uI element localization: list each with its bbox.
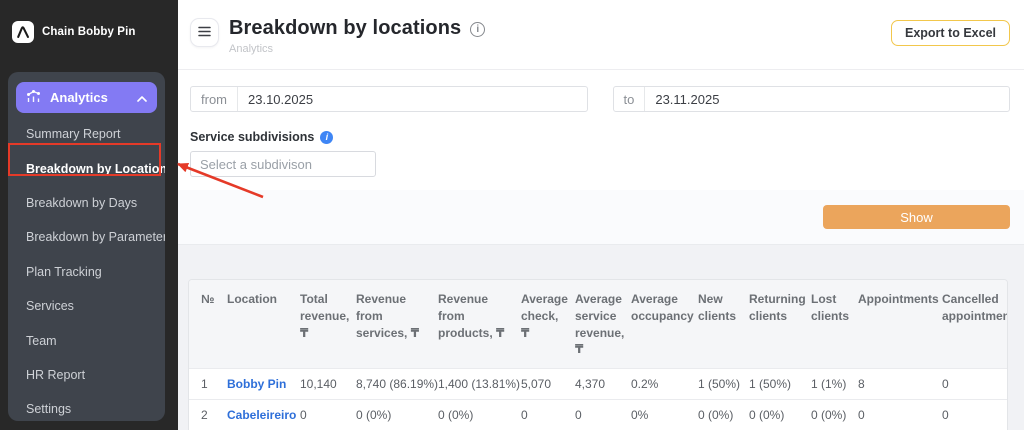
cell: 1,400 (13.81%) — [430, 369, 513, 400]
cell: 0 — [934, 369, 1007, 400]
cell: 0 (0%) — [690, 400, 741, 430]
cell: 8,740 (86.19%) — [348, 369, 430, 400]
sidebar-item-plan-tracking[interactable]: Plan Tracking — [8, 255, 165, 289]
col-cancelled-appointments: Cancelled appointments — [934, 280, 1007, 369]
cell: 0 — [513, 400, 567, 430]
sidebar-item-summary-report[interactable]: Summary Report — [8, 117, 165, 151]
col-revenue-services: Revenue from services, ₸ — [348, 280, 430, 369]
show-section: Show — [178, 190, 1024, 245]
cell: 8 — [850, 369, 934, 400]
brand[interactable]: Chain Bobby Pin — [0, 0, 178, 43]
cell: 0 — [934, 400, 1007, 430]
bobby-pin-logo-icon — [12, 21, 34, 43]
hamburger-icon — [198, 25, 211, 40]
sidebar: Chain Bobby Pin Analytics — [0, 0, 178, 430]
col-revenue-products: Revenue from products, ₸ — [430, 280, 513, 369]
row-number: 1 — [189, 369, 219, 400]
cell: 1 (1%) — [803, 369, 850, 400]
main-content: Breakdown by locations i Analytics Expor… — [178, 0, 1024, 430]
table-row: 2 Cabeleireiro 0 0 (0%) 0 (0%) 0 0 0% 0 … — [189, 400, 1007, 430]
table-header-row: № Location Total revenue, ₸ Revenue from… — [189, 280, 1007, 369]
date-from-label: from — [191, 92, 237, 107]
date-to-input[interactable] — [645, 92, 1009, 107]
cell: 5,070 — [513, 369, 567, 400]
table-section: № Location Total revenue, ₸ Revenue from… — [178, 245, 1024, 430]
info-icon[interactable]: i — [470, 22, 485, 37]
cell: 0 — [567, 400, 623, 430]
location-link[interactable]: Cabeleireiro — [219, 400, 292, 430]
hamburger-menu-button[interactable] — [190, 18, 219, 47]
col-appointments: Appointments — [850, 280, 934, 369]
cell: 1 (50%) — [690, 369, 741, 400]
chevron-up-icon — [137, 90, 147, 105]
show-button[interactable]: Show — [823, 205, 1010, 229]
service-subdivisions-label: Service subdivisions — [190, 130, 314, 144]
row-number: 2 — [189, 400, 219, 430]
analytics-chart-icon — [26, 89, 42, 107]
col-average-check: Average check, ₸ — [513, 280, 567, 369]
sidebar-parent-label: Analytics — [50, 90, 108, 105]
col-location: Location — [219, 280, 292, 369]
col-new-clients: New clients — [690, 280, 741, 369]
cell: 0 (0%) — [348, 400, 430, 430]
filter-section: from to Service subdivisions i Select a … — [178, 70, 1024, 190]
subdivision-select[interactable]: Select a subdivison — [190, 151, 376, 177]
sidebar-item-team[interactable]: Team — [8, 323, 165, 357]
location-link[interactable]: Bobby Pin — [219, 369, 292, 400]
cell: 0 — [850, 400, 934, 430]
cell: 1 (50%) — [741, 369, 803, 400]
cell: 0 (0%) — [430, 400, 513, 430]
cell: 0% — [623, 400, 690, 430]
sidebar-menu-panel: Analytics Summary Report Breakdown by Lo… — [8, 72, 165, 421]
sidebar-item-breakdown-by-days[interactable]: Breakdown by Days — [8, 186, 165, 220]
cell: 10,140 — [292, 369, 348, 400]
info-icon-blue[interactable]: i — [320, 131, 333, 144]
sidebar-item-settings[interactable]: Settings — [8, 392, 165, 421]
sidebar-item-services[interactable]: Services — [8, 289, 165, 323]
cell: 0.2% — [623, 369, 690, 400]
col-number: № — [189, 280, 219, 369]
date-to-label: to — [614, 92, 645, 107]
locations-table: № Location Total revenue, ₸ Revenue from… — [189, 280, 1007, 430]
cell: 0 — [292, 400, 348, 430]
cell: 4,370 — [567, 369, 623, 400]
col-returning-clients: Returning clients — [741, 280, 803, 369]
sidebar-item-analytics[interactable]: Analytics — [16, 82, 157, 113]
export-to-excel-button[interactable]: Export to Excel — [891, 20, 1010, 46]
date-to-field[interactable]: to — [613, 86, 1011, 112]
breadcrumb: Analytics — [229, 43, 485, 55]
col-lost-clients: Lost clients — [803, 280, 850, 369]
date-from-field[interactable]: from — [190, 86, 588, 112]
page-header: Breakdown by locations i Analytics Expor… — [178, 0, 1024, 70]
brand-name: Chain Bobby Pin — [42, 26, 136, 38]
sidebar-item-hr-report[interactable]: HR Report — [8, 358, 165, 392]
page-title: Breakdown by locations — [229, 17, 461, 40]
locations-table-card: № Location Total revenue, ₸ Revenue from… — [188, 279, 1008, 430]
cell: 0 (0%) — [803, 400, 850, 430]
date-from-input[interactable] — [238, 92, 587, 107]
col-average-service-revenue: Average service revenue, ₸ — [567, 280, 623, 369]
col-total-revenue: Total revenue, ₸ — [292, 280, 348, 369]
sidebar-item-breakdown-by-parameters[interactable]: Breakdown by Parameters — [8, 220, 165, 254]
col-average-occupancy: Average occupancy — [623, 280, 690, 369]
table-row: 1 Bobby Pin 10,140 8,740 (86.19%) 1,400 … — [189, 369, 1007, 400]
cell: 0 (0%) — [741, 400, 803, 430]
sidebar-item-breakdown-by-locations[interactable]: Breakdown by Locations — [8, 151, 165, 185]
